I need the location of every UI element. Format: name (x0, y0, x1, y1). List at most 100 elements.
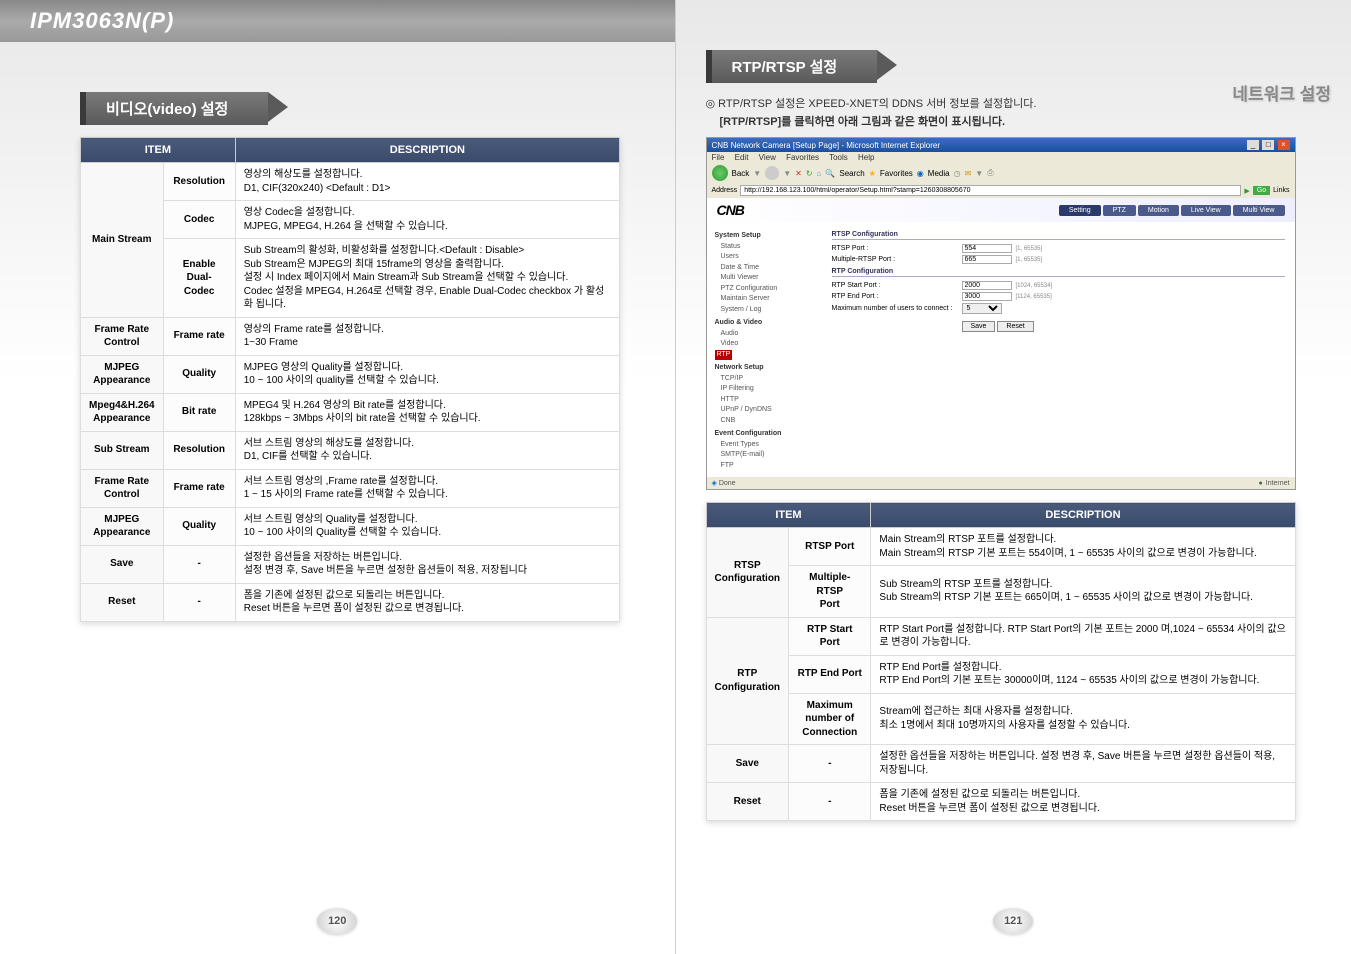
back-label[interactable]: Back (732, 169, 750, 178)
nav-system-setup[interactable]: System Setup (715, 231, 814, 242)
nav-network-setup[interactable]: Network Setup (715, 363, 814, 374)
group-reset: Reset (706, 783, 789, 821)
search-icon[interactable]: 🔍 (825, 169, 835, 178)
label-rtp-end: RTP End Port (789, 655, 871, 693)
menu-file[interactable]: File (712, 153, 725, 162)
go-button[interactable]: ▶ (1244, 187, 1249, 195)
group-substream: Sub Stream (81, 431, 164, 469)
nav-datetime[interactable]: Date & Time (715, 263, 814, 274)
media-icon[interactable]: ◉ (917, 169, 924, 178)
media-label[interactable]: Media (928, 169, 950, 178)
menu-view[interactable]: View (759, 153, 776, 162)
rtp-start-input[interactable] (962, 281, 1012, 290)
browser-title: CNB Network Camera [Setup Page] - Micros… (712, 141, 941, 150)
links-label[interactable]: Links (1273, 187, 1289, 194)
nav-ipfilter[interactable]: IP Filtering (715, 384, 814, 395)
sidenav: System Setup Status Users Date & Time Mu… (707, 222, 822, 477)
menu-favorites[interactable]: Favorites (786, 153, 819, 162)
table-row: MJPEGAppearance Quality 서브 스트림 영상의 Quali… (81, 507, 620, 545)
desc-reset: 폼을 기존에 설정된 값으로 되돌리는 버튼입니다.Reset 버튼을 누르면 … (235, 583, 619, 621)
nav-cnb[interactable]: CNB (715, 416, 814, 427)
table-row: Reset - 폼을 기존에 설정된 값으로 되돌리는 버튼입니다.Reset … (706, 783, 1295, 821)
rtp-end-hint: [1124, 65535] (1016, 294, 1052, 300)
save-button[interactable]: Save (962, 321, 996, 332)
product-title: IPM3063N(P) (0, 0, 675, 42)
nav-maintain[interactable]: Maintain Server (715, 294, 814, 305)
rtp-start-label: RTP Start Port : (832, 282, 962, 289)
desc-rtp-end: RTP End Port를 설정합니다.RTP End Port의 기본 포트는… (871, 655, 1295, 693)
nav-event-config[interactable]: Event Configuration (715, 429, 814, 440)
browser-content: System Setup Status Users Date & Time Mu… (707, 222, 1295, 477)
browser-titlebar: CNB Network Camera [Setup Page] - Micros… (707, 138, 1295, 152)
minimize-icon[interactable]: _ (1247, 140, 1259, 150)
group-mpeg4: Mpeg4&H.264Appearance (81, 393, 164, 431)
table-row: Reset - 폼을 기존에 설정된 값으로 되돌리는 버튼입니다.Reset … (81, 583, 620, 621)
desc-rtsp-port: Main Stream의 RTSP 포트를 설정합니다.Main Stream의… (871, 528, 1295, 566)
table-row: RTSPConfiguration RTSP Port Main Stream의… (706, 528, 1295, 566)
label-multi-rtsp: Multiple-RTSPPort (789, 566, 871, 618)
menu-edit[interactable]: Edit (735, 153, 749, 162)
nav-video[interactable]: Video (715, 339, 814, 350)
nav-users[interactable]: Users (715, 252, 814, 263)
print-icon[interactable]: ⎙ (987, 168, 993, 178)
nav-status[interactable]: Status (715, 242, 814, 253)
nav-multiviewer[interactable]: Multi Viewer (715, 273, 814, 284)
favorites-label[interactable]: Favorites (880, 169, 913, 178)
refresh-icon[interactable]: ↻ (806, 169, 813, 178)
section-header-rtp: RTP/RTSP 설정 (706, 50, 878, 83)
nav-eventtypes[interactable]: Event Types (715, 440, 814, 451)
table-row: Main Stream Resolution 영상의 해상도를 설정합니다.D1… (81, 163, 620, 201)
desc-multi-rtsp: Sub Stream의 RTSP 포트를 설정합니다.Sub Stream의 R… (871, 566, 1295, 618)
table-row: Save - 설정한 옵션들을 저장하는 버튼입니다. 설정 변경 후, Sav… (706, 745, 1295, 783)
browser-toolbar: Back ▼ ▼ ✕ ↻ ⌂ 🔍 Search ★ Favorites ◉ Me… (707, 163, 1295, 183)
rtp-end-input[interactable] (962, 292, 1012, 301)
nav-ptzconfig[interactable]: PTZ Configuration (715, 284, 814, 295)
desc-dual-codec: Sub Stream의 활성화, 비활성화를 설정합니다.<Default : … (235, 239, 619, 318)
close-icon[interactable]: × (1278, 140, 1290, 150)
table-row: Save - 설정한 옵션들을 저장하는 버튼입니다.설정 변경 후, Save… (81, 545, 620, 583)
tab-ptz[interactable]: PTZ (1103, 205, 1136, 216)
history-icon[interactable]: ◷ (954, 169, 961, 178)
rtp-start-hint: [1024, 65534] (1016, 283, 1053, 289)
note-line2: [RTP/RTSP]를 클릭하면 아래 그림과 같은 화면이 표시됩니다. (720, 113, 1351, 129)
max-users-select[interactable]: 5 (962, 303, 1002, 314)
desc-framerate: 영상의 Frame rate를 설정합니다.1~30 Frame (235, 317, 619, 355)
group-save: Save (706, 745, 789, 783)
go-label[interactable]: Go (1253, 186, 1270, 195)
menu-tools[interactable]: Tools (829, 153, 848, 162)
label-max-conn: Maximumnumber ofConnection (789, 693, 871, 745)
maximize-icon[interactable]: □ (1262, 140, 1274, 150)
forward-icon[interactable] (765, 166, 779, 180)
nav-http[interactable]: HTTP (715, 395, 814, 406)
nav-tcpip[interactable]: TCP/IP (715, 374, 814, 385)
nav-audiovideo[interactable]: Audio & Video (715, 318, 814, 329)
search-label[interactable]: Search (839, 169, 864, 178)
nav-rtp[interactable]: RTP (715, 350, 733, 361)
multi-rtsp-input[interactable] (962, 255, 1012, 264)
tab-liveview[interactable]: Live View (1181, 205, 1231, 216)
nav-smtp[interactable]: SMTP(E-mail) (715, 450, 814, 461)
nav-syslog[interactable]: System / Log (715, 305, 814, 316)
rtsp-port-input[interactable] (962, 244, 1012, 253)
nav-upnp[interactable]: UPnP / DynDNS (715, 405, 814, 416)
section-header-video: 비디오(video) 설정 (80, 92, 268, 125)
desc-codec: 영상 Codec을 설정합니다.MJPEG, MPEG4, H.264 을 선택… (235, 201, 619, 239)
tab-motion[interactable]: Motion (1138, 205, 1179, 216)
address-input[interactable] (740, 185, 1241, 196)
label-bitrate: Bit rate (163, 393, 235, 431)
favorites-icon[interactable]: ★ (869, 169, 876, 178)
nav-audio[interactable]: Audio (715, 329, 814, 340)
home-icon[interactable]: ⌂ (817, 169, 822, 178)
mail-icon[interactable]: ✉ (965, 169, 972, 178)
tab-multiview[interactable]: Multi View (1233, 205, 1285, 216)
reset-button[interactable]: Reset (997, 321, 1033, 332)
tab-setting[interactable]: Setting (1059, 205, 1101, 216)
nav-ftp[interactable]: FTP (715, 461, 814, 472)
desc-sub-resolution: 서브 스트림 영상의 해상도를 설정합니다.D1, CIF를 선택할 수 있습니… (235, 431, 619, 469)
menu-help[interactable]: Help (858, 153, 874, 162)
back-icon[interactable] (712, 165, 728, 181)
address-label: Address (712, 187, 738, 194)
stop-icon[interactable]: ✕ (795, 169, 802, 178)
label-rtp-start: RTP Start Port (789, 617, 871, 655)
group-framerate2: Frame RateControl (81, 469, 164, 507)
